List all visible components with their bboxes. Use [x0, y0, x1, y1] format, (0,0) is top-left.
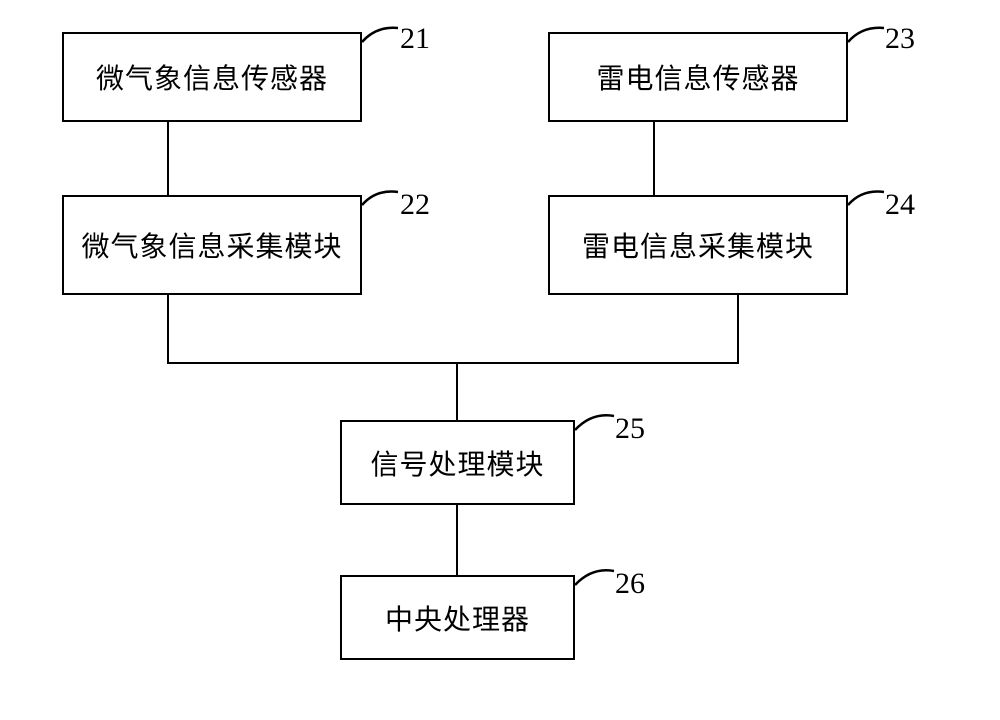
label-25: 25: [615, 412, 645, 446]
label-22: 22: [400, 188, 430, 222]
label-24: 24: [885, 188, 915, 222]
label-21: 21: [400, 22, 430, 56]
node-text: 雷电信息采集模块: [582, 225, 814, 265]
node-text: 微气象信息传感器: [96, 57, 328, 97]
block-diagram: 微气象信息传感器 微气象信息采集模块 雷电信息传感器 雷电信息采集模块 信号处理…: [0, 0, 1000, 720]
node-lightning-acquisition-module: 雷电信息采集模块: [548, 195, 848, 295]
node-text: 雷电信息传感器: [596, 57, 799, 97]
node-micro-meteorology-sensor: 微气象信息传感器: [62, 32, 362, 122]
node-text: 中央处理器: [385, 598, 530, 638]
node-lightning-sensor: 雷电信息传感器: [548, 32, 848, 122]
node-text: 微气象信息采集模块: [81, 225, 342, 265]
label-23: 23: [885, 22, 915, 56]
node-signal-processing-module: 信号处理模块: [340, 420, 575, 505]
node-micro-meteorology-acquisition-module: 微气象信息采集模块: [62, 195, 362, 295]
node-text: 信号处理模块: [370, 443, 544, 483]
node-central-processor: 中央处理器: [340, 575, 575, 660]
label-26: 26: [615, 567, 645, 601]
